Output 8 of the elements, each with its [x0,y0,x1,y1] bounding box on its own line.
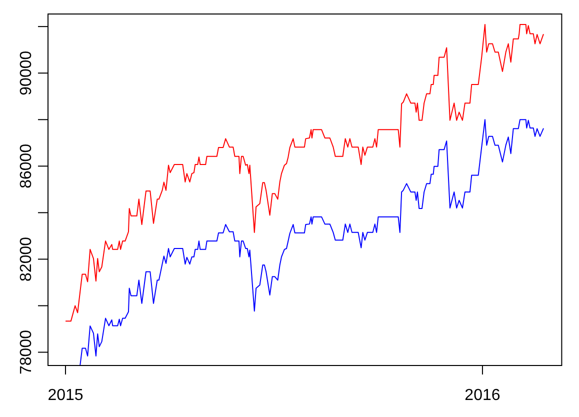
y-tick-label: 82000 [18,236,35,282]
y-tick-label: 86000 [18,144,35,188]
line-series [80,119,544,366]
y-tick-label: 90000 [18,50,35,96]
x-tick-label: 2015 [48,387,84,404]
line-series [65,24,544,322]
y-tick-label: 78000 [18,330,35,374]
x-tick-label: 2016 [464,387,500,404]
